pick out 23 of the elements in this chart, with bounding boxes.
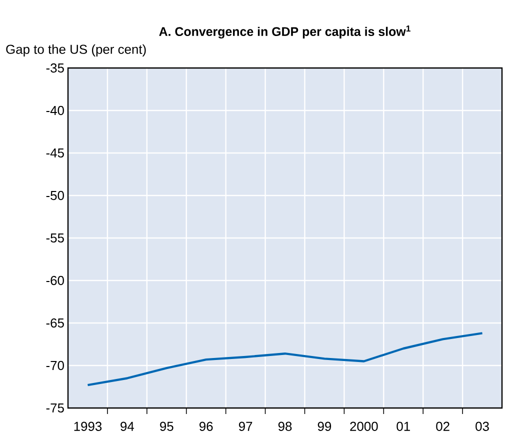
x-tick-label: 98 xyxy=(278,422,292,431)
x-tick-label: 1993 xyxy=(74,422,102,431)
y-tick-label: -50 xyxy=(46,190,64,200)
y-tick-label: -60 xyxy=(46,276,64,286)
x-tick-label: 01 xyxy=(396,422,410,431)
x-tick-label: 99 xyxy=(318,422,332,431)
chart-title: A. Convergence in GDP per capita is slow$^{1}$ xyxy=(159,26,410,38)
y-tick-label: -45 xyxy=(46,148,64,158)
y-tick-label: -75 xyxy=(46,403,64,413)
x-tick-label: 96 xyxy=(200,422,213,431)
y-tick-label: -55 xyxy=(46,233,64,243)
x-tick-label: 95 xyxy=(160,422,174,431)
x-tick-label: 03 xyxy=(476,422,489,431)
line-series xyxy=(86,332,484,386)
y-tick-label: -65 xyxy=(46,318,64,328)
x-tick-label: 2000 xyxy=(350,422,378,431)
x-tick-label: 02 xyxy=(436,422,450,431)
y-tick-label: -35 xyxy=(46,63,64,73)
y-tick-label: -40 xyxy=(46,106,64,116)
y-axis-title: Gap to the US (per cent) xyxy=(6,44,146,56)
y-tick-label: -70 xyxy=(46,360,64,370)
x-tick-label: 97 xyxy=(238,422,252,431)
x-tick-label: 94 xyxy=(120,422,134,431)
